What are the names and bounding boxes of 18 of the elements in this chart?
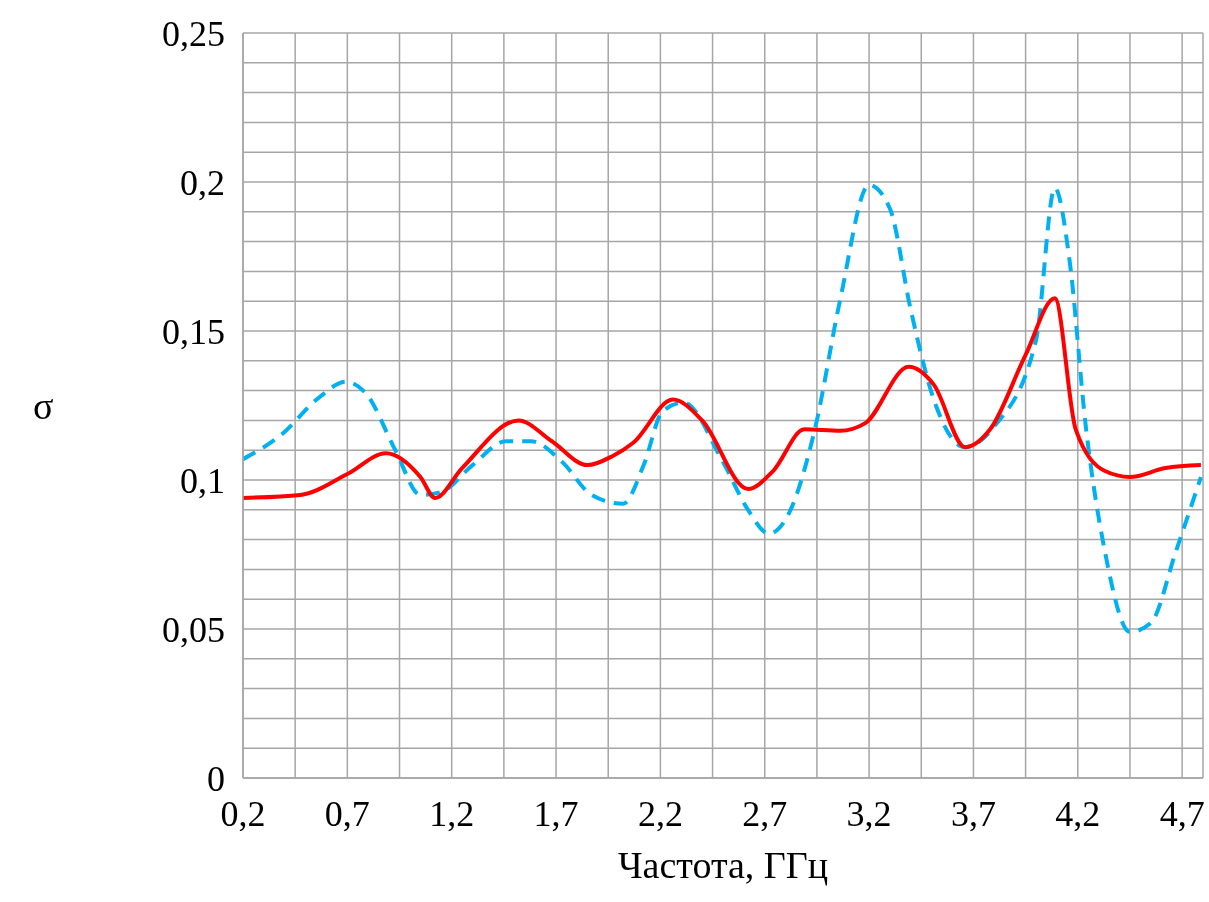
x-tick-label: 0,7 bbox=[324, 793, 370, 834]
x-tick-label: 3,2 bbox=[846, 793, 892, 834]
y-tick-label: 0,25 bbox=[162, 13, 225, 54]
y-tick-label: 0,1 bbox=[180, 460, 225, 501]
x-tick-label: 1,2 bbox=[429, 793, 475, 834]
y-tick-label: 0,2 bbox=[180, 162, 225, 203]
x-tick-label: 3,7 bbox=[950, 793, 996, 834]
x-tick-label: 2,7 bbox=[742, 793, 788, 834]
x-tick-label: 4,7 bbox=[1159, 793, 1205, 834]
y-tick-label: 0,05 bbox=[162, 609, 225, 650]
line-series bbox=[243, 182, 1203, 634]
line-series bbox=[243, 296, 1203, 500]
x-tick-label: 2,2 bbox=[637, 793, 683, 834]
x-tick-label: 1,7 bbox=[533, 793, 579, 834]
x-axis-title: Частота, ГГц bbox=[617, 844, 829, 886]
x-tick-label: 4,2 bbox=[1055, 793, 1101, 834]
y-axis-title: σ bbox=[33, 384, 54, 427]
y-tick-label: 0,15 bbox=[162, 311, 225, 352]
